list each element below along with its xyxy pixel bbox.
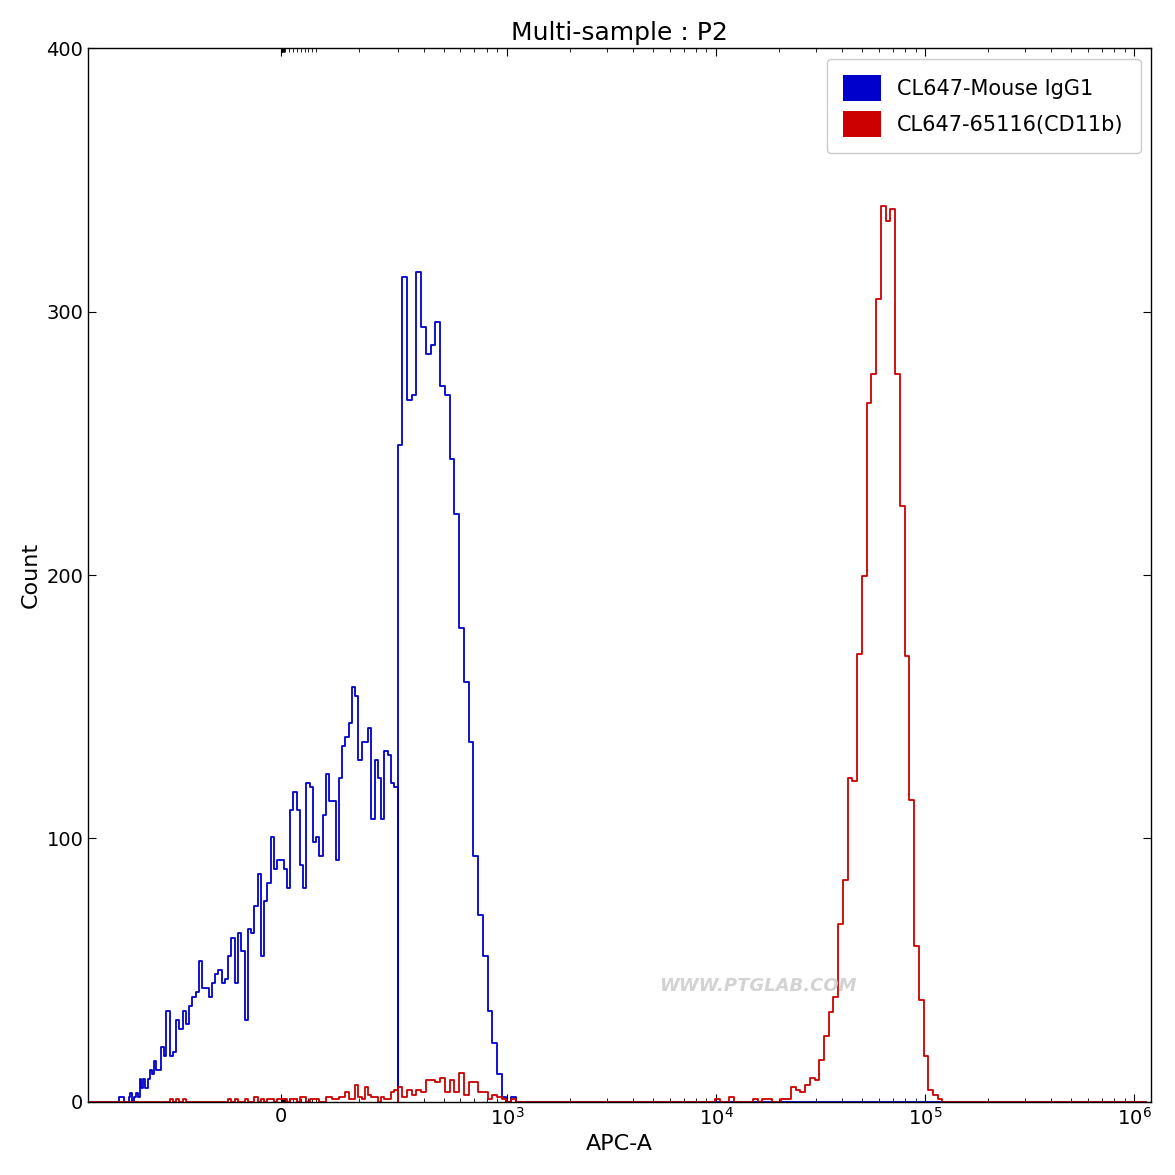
X-axis label: APC-A: APC-A bbox=[586, 1134, 653, 1154]
Title: Multi-sample : P2: Multi-sample : P2 bbox=[511, 21, 728, 45]
Y-axis label: Count: Count bbox=[21, 542, 41, 609]
Legend: CL647-Mouse IgG1, CL647-65116(CD11b): CL647-Mouse IgG1, CL647-65116(CD11b) bbox=[826, 59, 1141, 153]
Text: WWW.PTGLAB.COM: WWW.PTGLAB.COM bbox=[659, 976, 857, 995]
